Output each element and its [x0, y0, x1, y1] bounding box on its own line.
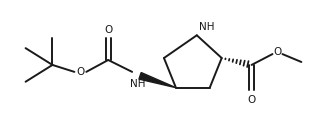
- Text: O: O: [104, 25, 112, 35]
- Text: O: O: [247, 95, 256, 105]
- Text: NH: NH: [199, 22, 215, 32]
- Text: O: O: [273, 47, 281, 57]
- Text: O: O: [76, 67, 84, 77]
- Polygon shape: [139, 72, 176, 88]
- Text: NH: NH: [130, 79, 146, 89]
